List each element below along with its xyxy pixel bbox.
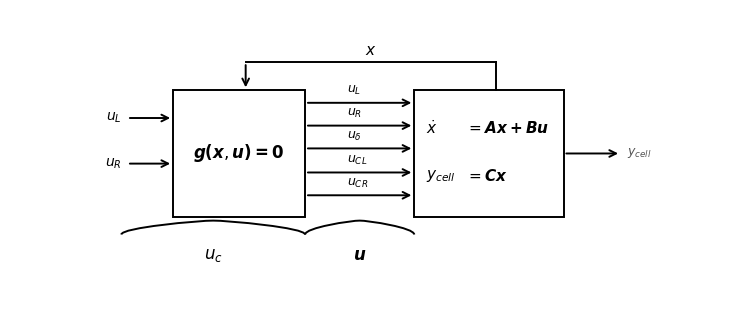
Text: $u_R$: $u_R$: [347, 107, 362, 120]
Text: $u_{CR}$: $u_{CR}$: [347, 177, 368, 190]
Text: $y_{cell}$: $y_{cell}$: [425, 168, 456, 184]
Text: $= \boldsymbol{Cx}$: $= \boldsymbol{Cx}$: [466, 168, 508, 184]
Text: $\boldsymbol{u}$: $\boldsymbol{u}$: [353, 246, 366, 264]
Text: $u_R$: $u_R$: [104, 156, 122, 171]
Text: $y_{cell}$: $y_{cell}$: [627, 146, 651, 161]
Text: $\boldsymbol{u_c}$: $\boldsymbol{u_c}$: [204, 246, 222, 264]
Text: $\dot{x}$: $\dot{x}$: [425, 119, 437, 137]
Text: $u_L$: $u_L$: [347, 84, 361, 97]
Text: $\boldsymbol{g(x,u)=0}$: $\boldsymbol{g(x,u)=0}$: [193, 142, 285, 164]
Bar: [173, 90, 305, 217]
Text: $x$: $x$: [365, 43, 376, 59]
Text: $u_{CL}$: $u_{CL}$: [347, 154, 367, 167]
Text: $u_{\delta}$: $u_{\delta}$: [347, 130, 362, 143]
Bar: [414, 90, 563, 217]
Text: $= \boldsymbol{Ax+Bu}$: $= \boldsymbol{Ax+Bu}$: [466, 120, 549, 136]
Text: $u_L$: $u_L$: [106, 111, 122, 125]
